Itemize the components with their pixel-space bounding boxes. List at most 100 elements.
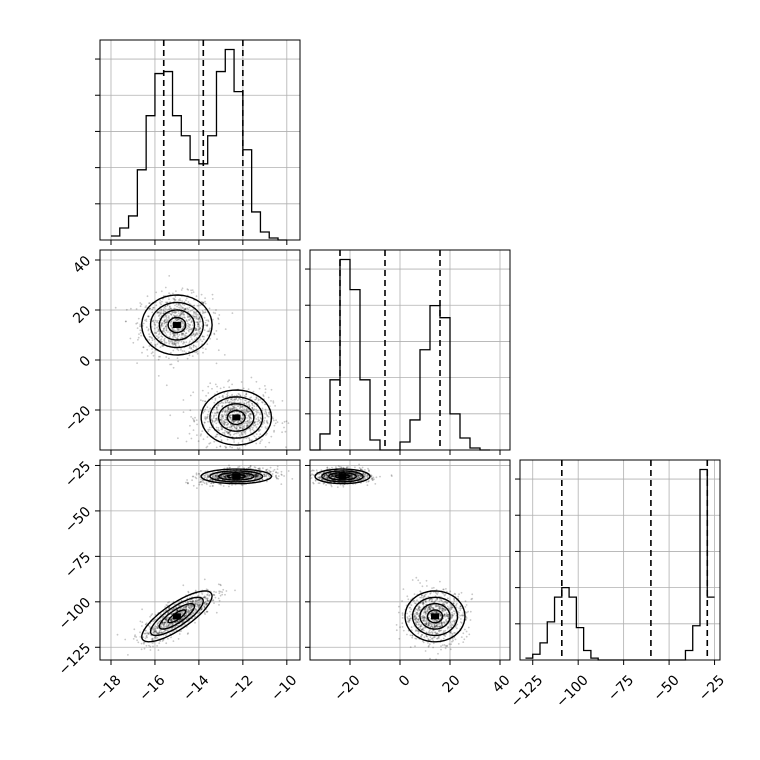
sample-point — [210, 482, 213, 485]
sample-point — [159, 640, 162, 642]
sample-point — [167, 319, 170, 321]
sample-point — [428, 608, 431, 611]
sample-point — [182, 584, 185, 587]
sample-point — [219, 419, 222, 422]
sample-point — [417, 609, 420, 612]
sample-point — [444, 635, 447, 637]
sample-point — [446, 602, 449, 604]
sample-point — [156, 312, 158, 314]
sample-point — [174, 304, 176, 307]
sample-point — [412, 600, 415, 602]
sample-point — [283, 426, 285, 429]
histogram-step-line — [110, 48, 287, 241]
sample-point — [151, 311, 154, 314]
sample-point — [177, 341, 179, 344]
sample-point — [421, 585, 424, 588]
sample-point — [445, 602, 448, 605]
sample-point — [172, 349, 175, 352]
sample-point — [454, 619, 457, 622]
sample-point — [145, 305, 148, 307]
sample-point — [367, 467, 369, 470]
sample-point — [218, 483, 221, 485]
sample-point — [195, 609, 197, 612]
sample-point — [190, 600, 193, 603]
sample-point — [233, 406, 236, 409]
sample-point — [408, 621, 410, 624]
sample-point — [188, 315, 190, 318]
sample-point — [183, 341, 186, 344]
sample-point — [254, 474, 257, 476]
sample-point — [421, 603, 424, 605]
sample-point — [205, 602, 208, 605]
sample-point — [320, 478, 323, 480]
sample-point — [421, 640, 424, 642]
sample-point — [416, 629, 418, 632]
sample-point — [239, 404, 242, 407]
sample-point — [187, 323, 190, 326]
sample-point — [250, 426, 253, 428]
sample-point — [444, 593, 447, 596]
sample-point — [351, 474, 354, 477]
sample-point — [225, 474, 228, 476]
sample-point — [151, 348, 154, 350]
sample-point — [165, 334, 168, 336]
sample-point — [258, 435, 261, 438]
sample-point — [158, 631, 161, 634]
sample-point — [223, 476, 226, 478]
sample-point — [436, 626, 439, 628]
sample-point — [212, 479, 214, 482]
sample-point — [228, 426, 231, 428]
sample-point — [449, 648, 452, 651]
sample-point — [443, 603, 445, 605]
sample-point — [193, 420, 196, 423]
sample-point — [234, 398, 237, 401]
sample-point — [165, 328, 168, 331]
sample-point — [213, 333, 216, 336]
sample-point — [415, 616, 417, 619]
sample-point — [224, 422, 226, 424]
sample-point — [428, 608, 431, 611]
sample-point — [415, 576, 418, 579]
sample-point — [447, 613, 449, 616]
sample-point — [190, 604, 193, 607]
sample-point — [164, 315, 167, 318]
sample-point — [182, 606, 185, 609]
sample-point — [195, 351, 197, 354]
sample-point — [425, 634, 428, 637]
sample-point — [187, 604, 190, 607]
sample-point — [255, 476, 258, 478]
sample-point — [245, 474, 248, 477]
sample-point — [241, 452, 243, 454]
sample-point — [171, 608, 174, 611]
sample-point — [179, 315, 182, 318]
sample-point — [208, 428, 211, 431]
sample-point — [148, 345, 151, 347]
sample-point — [226, 467, 229, 469]
sample-point — [431, 631, 434, 634]
sample-point — [421, 594, 424, 597]
sample-point — [395, 629, 398, 632]
sample-point — [249, 465, 252, 467]
sample-point — [246, 410, 249, 412]
sample-point — [399, 626, 401, 628]
sample-point — [435, 624, 438, 627]
sample-point — [340, 466, 343, 469]
sample-point — [330, 485, 333, 488]
sample-point — [428, 643, 431, 646]
sample-point — [332, 475, 334, 477]
sample-point — [446, 644, 449, 647]
sample-point — [157, 632, 160, 635]
sample-point — [240, 409, 243, 412]
sample-point — [395, 624, 398, 626]
sample-point — [190, 437, 193, 440]
sample-point — [451, 606, 454, 609]
sample-point — [204, 596, 207, 599]
sample-point — [438, 607, 441, 610]
sample-point — [225, 416, 228, 419]
sample-point — [158, 330, 160, 333]
sample-point — [179, 619, 182, 621]
sample-point — [233, 420, 236, 423]
sample-point — [276, 472, 279, 474]
sample-point — [176, 609, 179, 612]
sample-point — [207, 428, 210, 431]
